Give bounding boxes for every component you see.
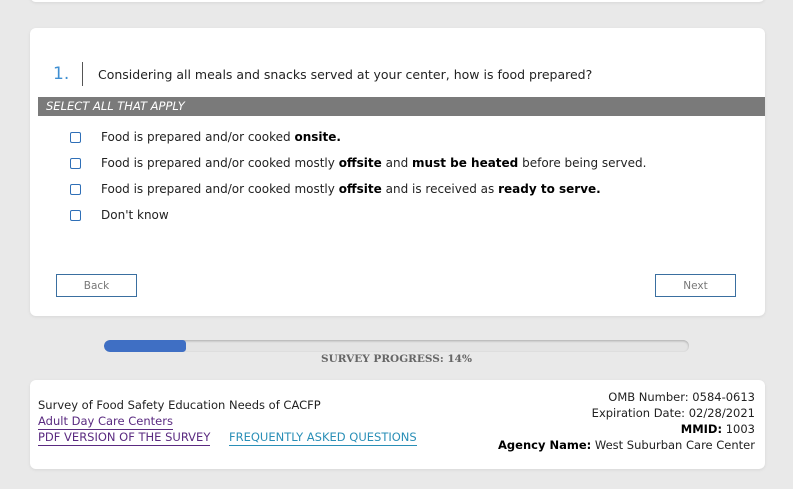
agency-name: Agency Name: West Suburban Care Center [498, 438, 755, 452]
footer-meta: OMB Number: 0584-0613 Expiration Date: 0… [498, 389, 755, 453]
instruction-text: SELECT ALL THAT APPLY [46, 99, 185, 113]
question-divider [82, 62, 83, 86]
question-card: 1. Considering all meals and snacks serv… [30, 28, 765, 316]
previous-card [30, 0, 765, 2]
category-link[interactable]: Adult Day Care Centers [38, 414, 173, 430]
option-dont-know[interactable]: Don't know [70, 206, 169, 224]
progress-fill [104, 340, 186, 352]
progress-label: SURVEY PROGRESS: 14% [321, 353, 472, 365]
pdf-version-link[interactable]: PDF VERSION OF THE SURVEY [38, 430, 211, 446]
option-label: Food is prepared and/or cooked mostly of… [101, 182, 601, 196]
checkbox[interactable] [70, 157, 81, 169]
option-onsite[interactable]: Food is prepared and/or cooked onsite. [70, 128, 341, 146]
next-button[interactable]: Next [655, 274, 736, 297]
option-offsite-ready[interactable]: Food is prepared and/or cooked mostly of… [70, 180, 601, 198]
footer-card: Survey of Food Safety Education Needs of… [30, 380, 765, 469]
option-label: Food is prepared and/or cooked onsite. [101, 130, 341, 144]
instruction-bar: SELECT ALL THAT APPLY [38, 97, 765, 116]
checkbox[interactable] [70, 183, 81, 195]
mmid: MMID: 1003 [680, 422, 755, 436]
question-text: Considering all meals and snacks served … [98, 67, 593, 82]
faq-link[interactable]: FREQUENTLY ASKED QUESTIONS [229, 430, 417, 446]
expiration-date: Expiration Date: 02/28/2021 [591, 406, 755, 420]
checkbox[interactable] [70, 131, 81, 143]
option-label: Don't know [101, 208, 169, 222]
survey-title: Survey of Food Safety Education Needs of… [38, 398, 321, 412]
back-button[interactable]: Back [56, 274, 137, 297]
option-label: Food is prepared and/or cooked mostly of… [101, 156, 647, 170]
checkbox[interactable] [70, 209, 81, 221]
option-offsite-heated[interactable]: Food is prepared and/or cooked mostly of… [70, 154, 646, 172]
question-number: 1. [53, 64, 70, 84]
omb-number: OMB Number: 0584-0613 [608, 390, 755, 404]
progress-bar [104, 340, 689, 352]
